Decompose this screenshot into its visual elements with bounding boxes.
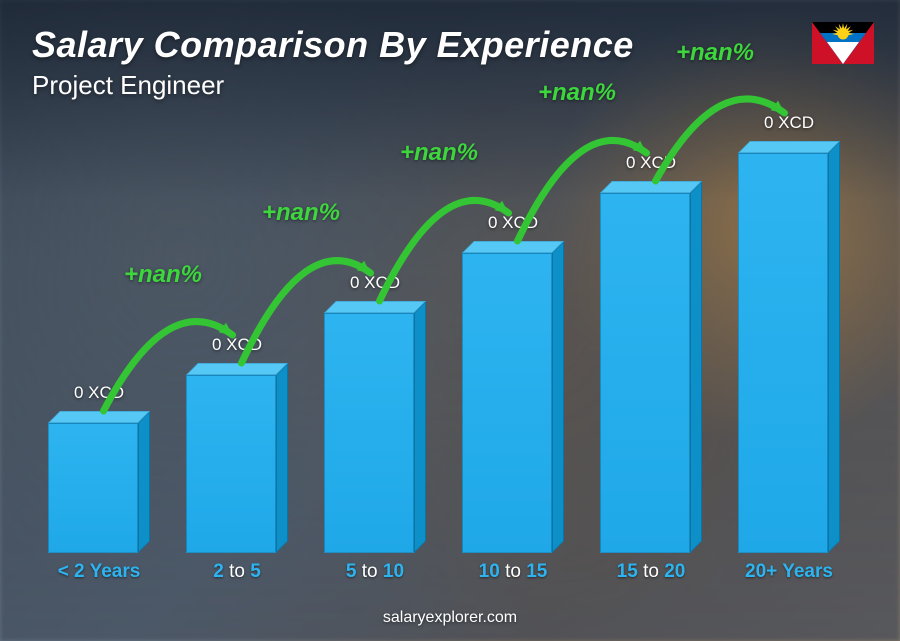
page-title: Salary Comparison By Experience bbox=[32, 24, 634, 66]
delta-arrow bbox=[40, 111, 860, 581]
delta-label: +nan% bbox=[538, 79, 616, 107]
country-flag-antigua-barbuda bbox=[812, 22, 874, 64]
footer-attribution: salaryexplorer.com bbox=[0, 609, 900, 627]
bar-chart: 0 XCD< 2 Years0 XCD2 to 5+nan%0 XCD5 to … bbox=[40, 111, 860, 581]
delta-label: +nan% bbox=[676, 39, 754, 67]
